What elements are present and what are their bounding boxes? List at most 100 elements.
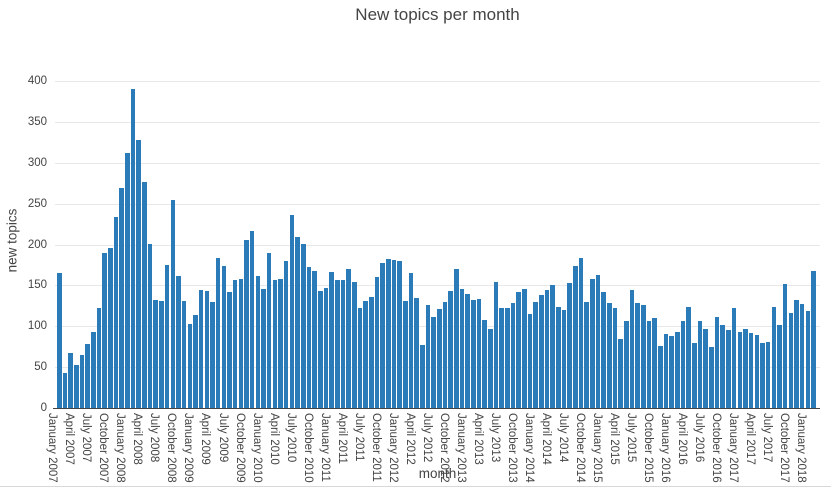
- bar[interactable]: [176, 275, 181, 408]
- bar[interactable]: [471, 300, 476, 408]
- bar[interactable]: [425, 304, 431, 408]
- bar[interactable]: [249, 230, 255, 408]
- bar[interactable]: [584, 301, 589, 408]
- bar[interactable]: [91, 331, 96, 408]
- bar[interactable]: [266, 252, 272, 408]
- bar[interactable]: [329, 272, 334, 408]
- bar[interactable]: [261, 288, 266, 408]
- bar[interactable]: [646, 321, 652, 408]
- bar[interactable]: [278, 278, 283, 408]
- bar[interactable]: [743, 328, 748, 408]
- bar[interactable]: [442, 301, 448, 408]
- bar[interactable]: [306, 266, 312, 408]
- bar[interactable]: [142, 181, 147, 408]
- bar[interactable]: [612, 308, 618, 408]
- bar[interactable]: [533, 301, 538, 408]
- bar[interactable]: [62, 372, 68, 408]
- bar[interactable]: [340, 280, 346, 408]
- bar[interactable]: [544, 290, 550, 408]
- bar[interactable]: [57, 273, 62, 408]
- bar[interactable]: [272, 280, 278, 408]
- bar[interactable]: [788, 313, 794, 408]
- bar[interactable]: [459, 289, 465, 408]
- bar[interactable]: [663, 333, 669, 408]
- bar[interactable]: [436, 309, 442, 408]
- bar[interactable]: [697, 320, 703, 408]
- bar[interactable]: [368, 296, 374, 408]
- bar[interactable]: [130, 89, 136, 408]
- bar[interactable]: [346, 269, 351, 408]
- bar[interactable]: [771, 306, 777, 408]
- bar[interactable]: [760, 343, 765, 408]
- bar[interactable]: [181, 300, 187, 408]
- bar[interactable]: [658, 345, 663, 408]
- bar[interactable]: [709, 346, 714, 408]
- bar[interactable]: [482, 319, 487, 408]
- bar[interactable]: [499, 308, 504, 408]
- bar[interactable]: [198, 290, 204, 408]
- bar[interactable]: [215, 258, 221, 408]
- bar[interactable]: [391, 260, 397, 408]
- bar[interactable]: [448, 291, 453, 408]
- bar[interactable]: [522, 289, 527, 408]
- bar[interactable]: [119, 188, 125, 408]
- bar[interactable]: [221, 265, 227, 408]
- bar[interactable]: [102, 253, 108, 408]
- bar[interactable]: [136, 139, 142, 408]
- bar[interactable]: [595, 274, 601, 408]
- bar[interactable]: [635, 303, 641, 408]
- bar[interactable]: [692, 342, 697, 408]
- bar[interactable]: [550, 285, 555, 408]
- bar[interactable]: [125, 152, 130, 408]
- bar[interactable]: [641, 304, 646, 408]
- bar[interactable]: [607, 303, 612, 408]
- bar[interactable]: [204, 291, 210, 408]
- bar[interactable]: [680, 321, 686, 408]
- bar[interactable]: [652, 318, 658, 408]
- bar[interactable]: [227, 291, 232, 408]
- bar[interactable]: [210, 301, 215, 408]
- bar[interactable]: [493, 282, 499, 408]
- bar[interactable]: [782, 283, 788, 408]
- bar[interactable]: [556, 306, 561, 408]
- bar[interactable]: [363, 300, 368, 408]
- bar[interactable]: [465, 293, 470, 408]
- bar[interactable]: [726, 330, 731, 408]
- bar[interactable]: [510, 303, 516, 408]
- bar[interactable]: [79, 354, 85, 408]
- bar[interactable]: [476, 299, 482, 408]
- bar[interactable]: [754, 335, 760, 408]
- bar[interactable]: [408, 273, 414, 408]
- bar[interactable]: [714, 317, 720, 408]
- bar[interactable]: [147, 243, 153, 408]
- bar[interactable]: [561, 309, 567, 408]
- bar[interactable]: [675, 331, 680, 408]
- bar[interactable]: [805, 310, 811, 408]
- bar[interactable]: [357, 308, 363, 408]
- bar[interactable]: [629, 290, 635, 408]
- bar[interactable]: [164, 264, 170, 408]
- bar[interactable]: [488, 328, 493, 408]
- bar[interactable]: [113, 216, 119, 408]
- bar[interactable]: [255, 275, 261, 408]
- bar[interactable]: [232, 280, 238, 408]
- bar[interactable]: [539, 295, 544, 408]
- bar[interactable]: [567, 282, 572, 408]
- bar[interactable]: [374, 277, 380, 408]
- bar[interactable]: [153, 300, 159, 408]
- bar[interactable]: [295, 237, 300, 408]
- bar[interactable]: [312, 271, 317, 408]
- bar[interactable]: [505, 308, 510, 408]
- bar[interactable]: [283, 260, 289, 408]
- bar[interactable]: [527, 313, 533, 408]
- bar[interactable]: [669, 336, 675, 408]
- bar[interactable]: [601, 291, 606, 408]
- bar[interactable]: [578, 258, 584, 408]
- bar[interactable]: [402, 300, 408, 408]
- bar[interactable]: [68, 353, 74, 408]
- bar[interactable]: [811, 270, 816, 408]
- bar[interactable]: [74, 365, 79, 408]
- bar[interactable]: [351, 282, 357, 408]
- bar[interactable]: [516, 291, 521, 408]
- bar[interactable]: [414, 298, 419, 408]
